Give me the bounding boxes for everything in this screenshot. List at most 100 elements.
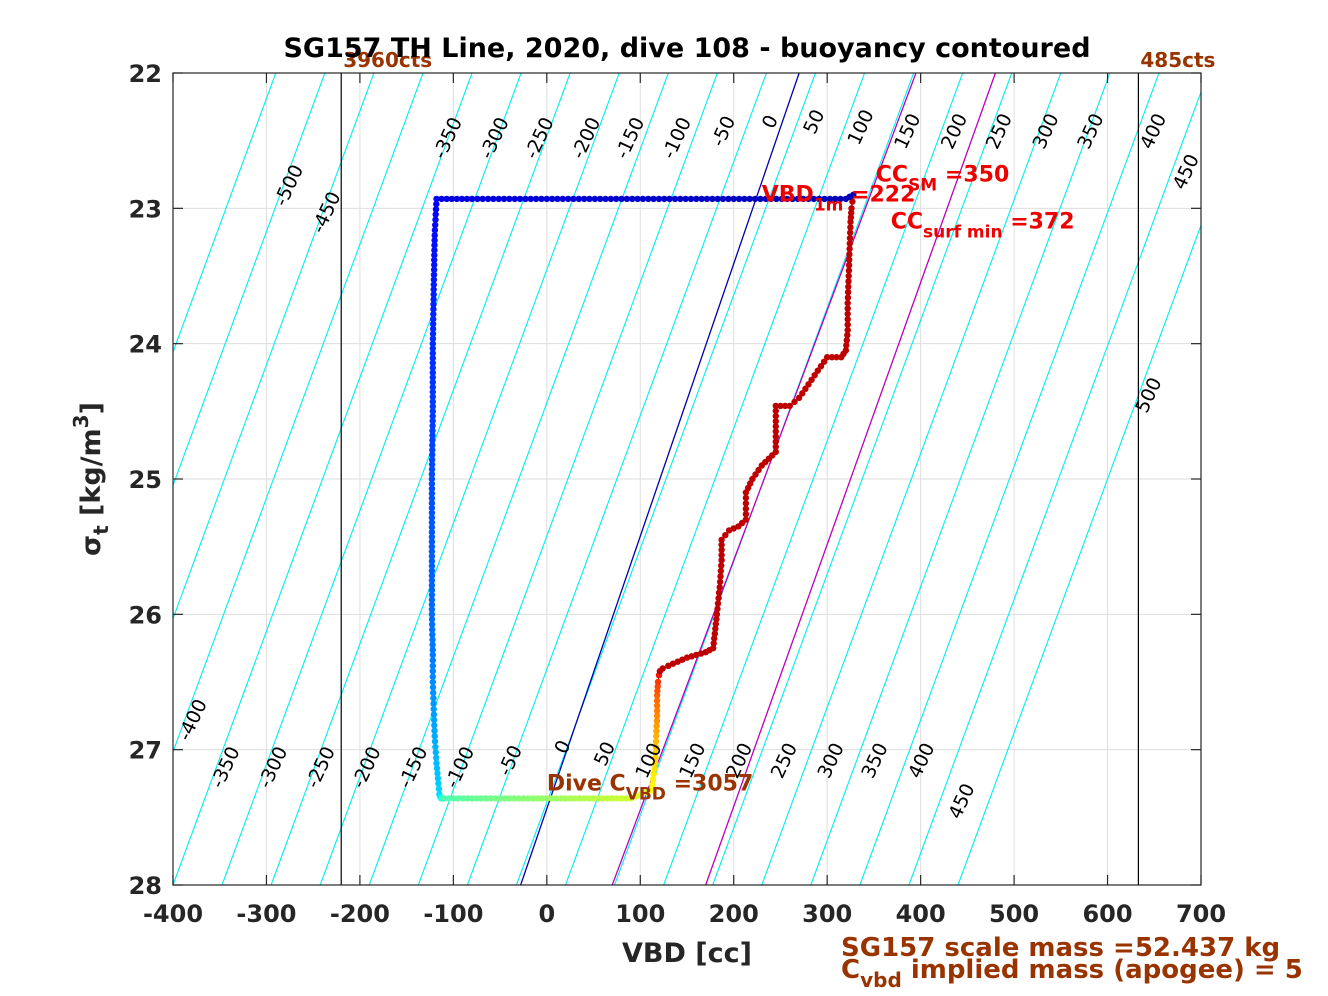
data-point [487,795,494,802]
y-axis-label: σt [kg/m3] [69,402,113,556]
data-point [429,355,436,362]
data-point [431,242,438,249]
y-tick-label: 27 [129,737,162,765]
data-point [429,651,436,659]
data-point [430,711,438,718]
data-point [431,237,438,244]
data-point [459,795,466,802]
data-point [430,296,437,303]
data-point [434,770,441,777]
data-point [844,310,851,318]
data-point [634,195,641,203]
data-point [627,795,635,802]
data-point [609,795,616,802]
data-point [430,700,437,707]
data-point [428,495,436,502]
scale-mass-text: SG157 scale mass =52.437 kg [841,933,1280,963]
data-point [709,195,716,203]
data-point [666,195,673,203]
data-point [816,195,823,203]
annotation-main: VBD [762,183,814,208]
data-point [661,195,668,203]
data-point [429,631,436,638]
data-point [434,775,442,782]
data-point [478,795,485,802]
data-point [805,195,812,203]
data-point [474,195,481,203]
y-axis-label-sup: 3 [69,414,93,428]
y-tick-label: 23 [129,195,162,223]
data-point [428,601,436,608]
data-point [716,584,723,591]
data-point [428,538,436,545]
data-point [430,301,437,308]
data-point [783,195,791,203]
data-point [718,541,725,549]
data-point [428,475,436,483]
data-point [786,402,793,410]
data-point [653,702,661,709]
contour-line [173,73,473,885]
data-point [715,594,722,602]
annotation-sub: surf min [923,223,1003,243]
annotation-main: Dive C [547,771,626,796]
data-point [844,321,851,328]
data-point [429,668,436,675]
data-point [463,195,471,203]
data-point [511,195,518,203]
data-point [710,645,717,652]
data-point [843,342,850,349]
data-point [443,195,450,203]
data-point [741,195,748,203]
implied-mass-sub: vbd [860,968,902,992]
data-point [645,195,652,203]
vbd-limit-lines: 3960cts 485cts [340,48,1215,885]
data-point [428,567,436,574]
data-point [453,195,460,203]
data-point [716,578,724,586]
data-point [800,195,807,203]
data-point [428,533,436,541]
annotation: Dive CVBD =3057 [547,771,753,804]
data-point [613,195,620,203]
x-axis-label: VBD [cc] [622,938,752,969]
y-tick-label: 22 [129,60,162,88]
data-point [428,577,436,584]
data-point [571,795,579,802]
data-point [607,195,615,203]
data-point [799,390,806,397]
data-point [428,509,436,516]
data-point [604,795,611,802]
data-point [844,289,852,296]
data-point [845,262,853,269]
data-point [755,466,762,474]
data-point [432,206,440,213]
data-point [659,665,666,672]
contour-line [515,73,817,885]
data-point [618,195,625,203]
data-point [845,272,852,280]
data-point [428,461,436,468]
data-point [837,195,844,203]
data-point [650,195,657,203]
data-point [712,620,719,628]
data-point [431,227,439,234]
data-point [655,195,663,203]
data-point [581,795,588,802]
data-point [826,195,834,203]
contour-line [173,73,277,354]
data-point [468,795,476,802]
data-point [718,551,725,559]
data-point [794,195,801,203]
data-point [482,795,490,802]
contour-line [270,73,571,885]
data-point [711,630,718,637]
data-point [428,480,436,487]
data-point [772,443,779,450]
data-point [429,384,436,391]
data-point [492,795,499,802]
data-point [843,337,850,344]
data-point [440,795,448,802]
data-point [687,195,695,203]
